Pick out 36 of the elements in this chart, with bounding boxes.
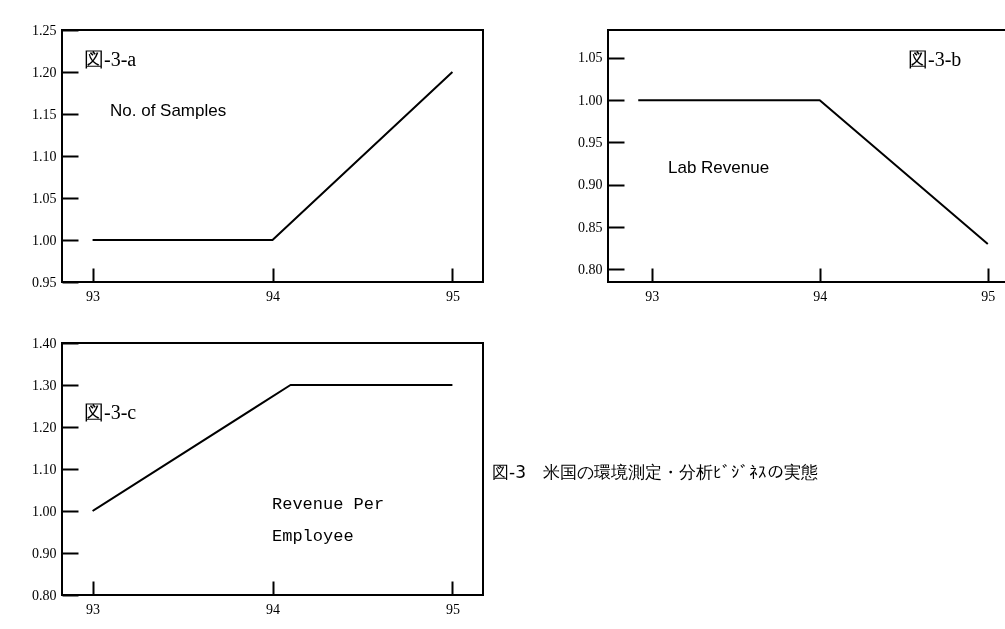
y-tick-label: 1.00 <box>32 503 57 519</box>
x-tick-label: 95 <box>445 288 460 304</box>
y-tick-label: 1.25 <box>32 22 57 38</box>
annotation: Lab Revenue <box>668 158 770 177</box>
text: 図-3-b <box>908 48 962 70</box>
y-tick-label: 1.40 <box>32 335 57 351</box>
annotation: Revenue Per Employee <box>272 495 385 546</box>
text: 図-3 米国の環境測定・分析ﾋﾞｼﾞﾈｽの実態 <box>492 462 818 482</box>
y-tick-label: 0.95 <box>32 274 57 290</box>
y-tick-label: 1.20 <box>32 64 57 80</box>
x-tick-label: 94 <box>266 288 280 304</box>
x-tick-label: 93 <box>86 601 101 617</box>
y-tick-label: 0.80 <box>578 261 603 277</box>
y-tick-label: 0.95 <box>578 134 603 150</box>
y-tick-label: 1.05 <box>32 190 57 206</box>
y-tick-label: 1.05 <box>578 50 603 66</box>
y-tick-label: 1.00 <box>32 232 57 248</box>
text: 図-3-c <box>84 401 137 423</box>
y-tick-label: 1.10 <box>32 461 57 477</box>
y-tick-label: 0.80 <box>32 587 57 603</box>
x-tick-label: 95 <box>445 601 460 617</box>
y-tick-label: 1.20 <box>32 419 57 435</box>
y-tick-label: 0.85 <box>578 219 603 235</box>
y-tick-label: 0.90 <box>578 177 603 193</box>
x-tick-label: 95 <box>981 288 996 304</box>
text: 図-3-a <box>84 48 137 70</box>
y-tick-label: 1.10 <box>32 148 57 164</box>
x-tick-label: 93 <box>86 288 101 304</box>
y-tick-label: 1.30 <box>32 377 57 393</box>
x-tick-label: 93 <box>645 288 660 304</box>
y-tick-label: 0.90 <box>32 545 57 561</box>
x-tick-label: 94 <box>813 288 828 304</box>
annotation: No. of Samples <box>110 101 227 120</box>
y-tick-label: 1.15 <box>32 106 57 122</box>
x-tick-label: 94 <box>266 601 280 617</box>
y-tick-label: 1.00 <box>578 92 603 108</box>
